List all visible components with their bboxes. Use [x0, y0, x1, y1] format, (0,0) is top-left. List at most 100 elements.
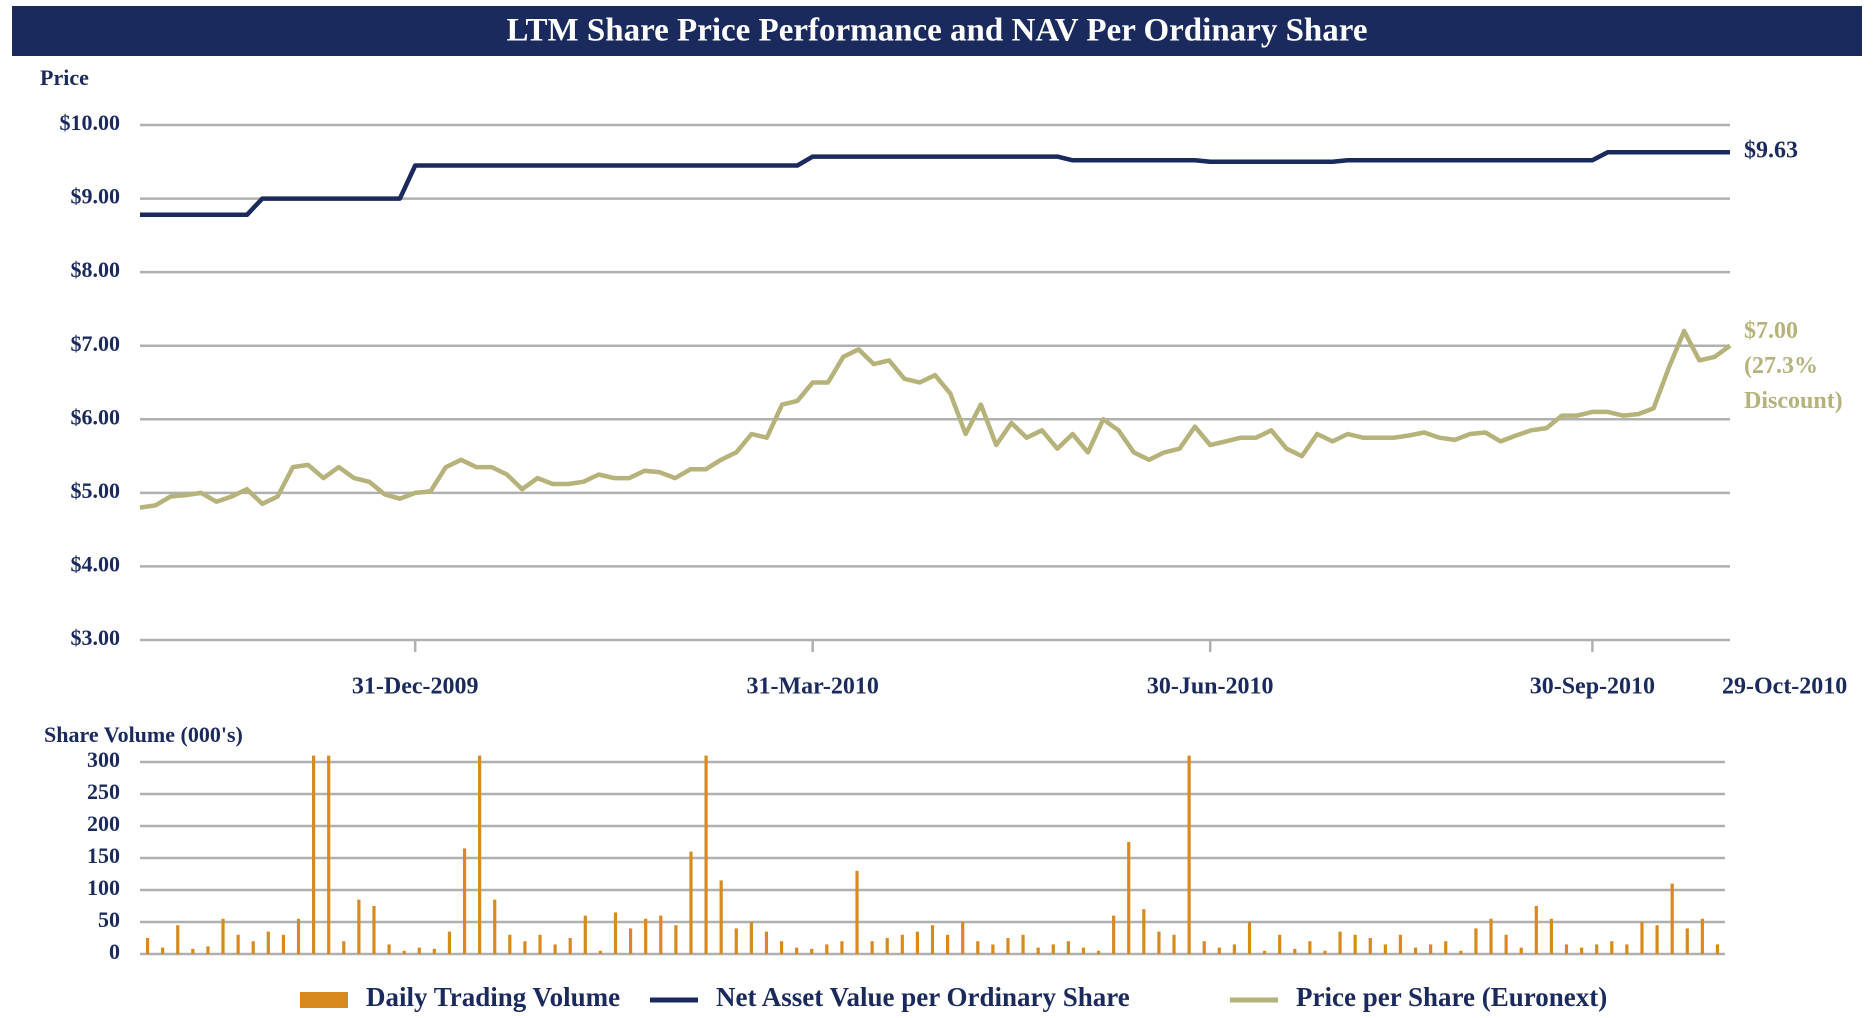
y-tick-label: 200	[87, 811, 120, 836]
bar	[779, 941, 784, 954]
bar	[1232, 944, 1237, 954]
bar	[1293, 948, 1297, 954]
bar	[1685, 928, 1689, 954]
y-tick-label: 0	[109, 939, 120, 964]
bar	[1474, 928, 1478, 954]
bar	[1262, 950, 1267, 954]
annotation: Discount)	[1744, 388, 1843, 414]
bar	[885, 938, 889, 954]
title-bar	[12, 6, 1862, 56]
bar	[900, 934, 904, 954]
bar	[810, 948, 814, 954]
bar	[1202, 941, 1206, 954]
bar	[628, 928, 633, 954]
y-axis-label: Share Volume (000's)	[44, 722, 243, 747]
legend-label: Daily Trading Volume	[366, 982, 620, 1012]
bar	[915, 931, 920, 954]
bar	[327, 755, 331, 954]
bar	[613, 912, 618, 954]
bar	[161, 947, 165, 954]
bar	[281, 934, 286, 954]
bar	[417, 947, 421, 954]
bar	[1278, 934, 1282, 954]
bar	[342, 941, 346, 954]
bar	[659, 915, 663, 954]
bar	[553, 944, 557, 954]
bar	[206, 946, 210, 954]
bar	[1519, 947, 1523, 954]
bar	[1127, 842, 1131, 954]
y-tick-label: 50	[98, 907, 120, 932]
bar	[1081, 947, 1086, 954]
bar	[221, 918, 225, 954]
bar	[1247, 922, 1252, 954]
bar	[1051, 944, 1055, 954]
bar	[1172, 934, 1176, 954]
bar	[598, 950, 603, 954]
bar	[1715, 944, 1720, 954]
bar	[1700, 918, 1704, 954]
bar	[1429, 944, 1433, 954]
bar	[1036, 947, 1040, 954]
bar	[311, 755, 316, 954]
bar	[945, 934, 950, 954]
bar	[1142, 909, 1146, 954]
bar	[1112, 915, 1116, 954]
y-tick-label: $5.00	[71, 478, 121, 503]
bar	[870, 941, 874, 954]
bar	[1549, 918, 1554, 954]
annotation: $7.00	[1744, 318, 1798, 344]
bar	[432, 948, 436, 954]
bar	[1610, 941, 1614, 954]
bar	[644, 918, 648, 954]
bar	[719, 880, 723, 954]
y-tick-label: $3.00	[71, 625, 121, 650]
bar	[266, 931, 270, 954]
y-tick-label: 100	[87, 875, 120, 900]
bar	[764, 931, 769, 954]
bar	[447, 931, 452, 954]
bar	[1625, 944, 1629, 954]
bar	[1187, 755, 1191, 954]
y-tick-label: $8.00	[71, 257, 121, 282]
bar	[1066, 941, 1070, 954]
bar	[1564, 944, 1569, 954]
bar	[1444, 941, 1448, 954]
bar	[1398, 934, 1403, 954]
bar	[538, 934, 542, 954]
bar	[1157, 931, 1161, 954]
bar	[976, 941, 980, 954]
bar	[795, 947, 799, 954]
legend-label: Price per Share (Euronext)	[1296, 982, 1607, 1012]
bar	[1504, 934, 1508, 954]
bar	[689, 851, 693, 954]
bar	[523, 941, 527, 954]
bar	[1413, 947, 1418, 954]
bar	[1595, 944, 1599, 954]
bar	[583, 915, 587, 954]
y-tick-label: $7.00	[71, 331, 121, 356]
bar	[236, 934, 240, 954]
y-tick-label: $4.00	[71, 551, 121, 576]
bar	[1670, 883, 1674, 954]
bar	[1368, 938, 1372, 954]
bar	[296, 918, 301, 954]
bar	[1459, 950, 1463, 954]
bar	[372, 906, 376, 954]
x-tick-label: 29-Oct-2010	[1722, 674, 1847, 700]
y-tick-label: $6.00	[71, 404, 121, 429]
line-series	[140, 149, 1730, 218]
bar	[840, 941, 844, 954]
bar	[1383, 944, 1387, 954]
y-tick-label: 250	[87, 779, 120, 804]
bar	[1534, 906, 1538, 954]
bar	[462, 848, 467, 954]
bar	[1353, 934, 1357, 954]
legend-label: Net Asset Value per Ordinary Share	[716, 982, 1130, 1012]
y-tick-label: $9.00	[71, 184, 121, 209]
bar	[1640, 922, 1644, 954]
x-tick-label: 31-Dec-2009	[352, 674, 479, 700]
x-tick-label: 30-Jun-2010	[1147, 674, 1274, 700]
bar	[1006, 938, 1010, 954]
bar	[508, 934, 512, 954]
